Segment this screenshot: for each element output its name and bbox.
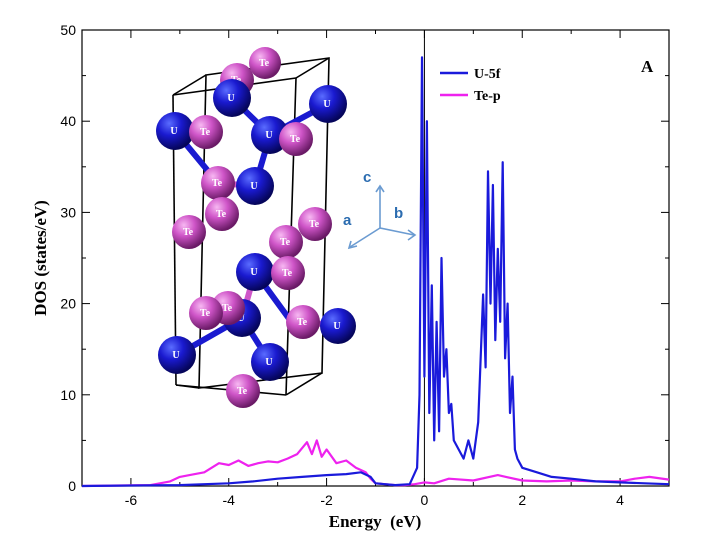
legend-label-tep: Te-p (474, 89, 501, 104)
crystal-structure-inset: TeTeUUUTeUTeTeUTeTeTeTeUTeUTeTeTeUUUTe (156, 47, 356, 408)
atom-sphere (271, 256, 305, 290)
x-tick-label: 2 (518, 492, 526, 508)
atom-sphere (213, 79, 251, 117)
atom-label: U (227, 93, 234, 104)
tellurium-atom: Te (269, 225, 303, 259)
atom-sphere (251, 116, 289, 154)
atom-label: Te (222, 303, 233, 314)
atom-sphere (269, 225, 303, 259)
atom-sphere (226, 374, 260, 408)
atom-sphere (205, 197, 239, 231)
uranium-atom: U (236, 167, 274, 205)
atom-label: U (170, 126, 177, 137)
uranium-atom: U (156, 112, 194, 150)
atom-sphere (236, 253, 274, 291)
x-axis-title: Energy (eV) (329, 512, 422, 531)
atom-sphere (189, 296, 223, 330)
atom-label: Te (200, 127, 211, 138)
atom-label: Te (183, 227, 194, 238)
atom-sphere (172, 215, 206, 249)
tellurium-atom: Te (189, 296, 223, 330)
panel-label: A (641, 57, 654, 76)
atom-sphere (298, 207, 332, 241)
atom-sphere (158, 336, 196, 374)
series-layer (81, 56, 670, 488)
atoms: TeTeUUUTeUTeTeUTeTeTeTeUTeUTeTeTeUUUTe (156, 47, 356, 408)
atom-label: Te (216, 209, 227, 220)
uranium-atom: U (213, 79, 251, 117)
atom-label: U (250, 181, 257, 192)
lattice-axis-b: b (394, 205, 403, 222)
lattice-axes (347, 184, 417, 250)
uranium-atom: U (158, 336, 196, 374)
lattice-axis-c: c (363, 169, 371, 186)
atom-label: Te (297, 317, 308, 328)
atom-label: Te (309, 219, 320, 230)
atom-sphere (156, 112, 194, 150)
atom-label: U (323, 99, 330, 110)
uranium-atom: U (309, 85, 347, 123)
atom-label: Te (282, 268, 293, 279)
atom-sphere (286, 305, 320, 339)
uranium-atom: U (236, 253, 274, 291)
uranium-atom: U (320, 308, 356, 344)
atom-label: U (250, 267, 257, 278)
y-tick-label: 30 (60, 204, 76, 220)
atom-sphere (251, 343, 289, 381)
x-tick-label: -2 (320, 492, 333, 508)
atom-label: Te (200, 308, 211, 319)
atom-sphere (189, 115, 223, 149)
atom-sphere (320, 308, 356, 344)
atom-label: Te (212, 178, 223, 189)
atom-sphere (309, 85, 347, 123)
tellurium-atom: Te (201, 166, 235, 200)
tellurium-atom: Te (172, 215, 206, 249)
tellurium-atom: Te (189, 115, 223, 149)
lattice-axis-a: a (343, 212, 352, 229)
plot-frame (81, 29, 670, 487)
y-tick-label: 10 (60, 387, 76, 403)
atom-label: Te (259, 58, 270, 69)
y-tick-label: 40 (60, 113, 76, 129)
tellurium-atom: Te (286, 305, 320, 339)
x-tick-label: 4 (616, 492, 624, 508)
uranium-atom: U (251, 343, 289, 381)
tellurium-atom: Te (249, 47, 281, 79)
tellurium-atom: Te (279, 122, 313, 156)
tellurium-atom: Te (205, 197, 239, 231)
tellurium-atom: Te (298, 207, 332, 241)
y-tick-label: 20 (60, 296, 76, 312)
atom-label: Te (280, 237, 291, 248)
x-tick-label: -6 (125, 492, 138, 508)
atom-label: Te (237, 386, 248, 397)
y-tick-label: 0 (68, 478, 76, 494)
atom-sphere (249, 47, 281, 79)
atom-label: Te (290, 134, 301, 145)
tellurium-atom: Te (226, 374, 260, 408)
tellurium-atom: Te (271, 256, 305, 290)
atom-sphere (201, 166, 235, 200)
atom-sphere (279, 122, 313, 156)
atom-label: U (265, 130, 272, 141)
x-tick-label: 0 (421, 492, 429, 508)
atom-label: U (333, 321, 340, 332)
x-tick-label: -4 (223, 492, 236, 508)
legend-label-u5f: U-5f (474, 67, 501, 82)
atom-label: U (172, 350, 179, 361)
y-axis-title: DOS (states/eV) (31, 200, 50, 316)
atom-sphere (236, 167, 274, 205)
uranium-atom: U (251, 116, 289, 154)
legend: U-5f Te-p (440, 67, 501, 104)
atom-label: U (265, 357, 272, 368)
series-line-te-p (81, 439, 670, 488)
y-tick-label: 50 (60, 22, 76, 38)
series-line-u-5f (81, 56, 670, 488)
